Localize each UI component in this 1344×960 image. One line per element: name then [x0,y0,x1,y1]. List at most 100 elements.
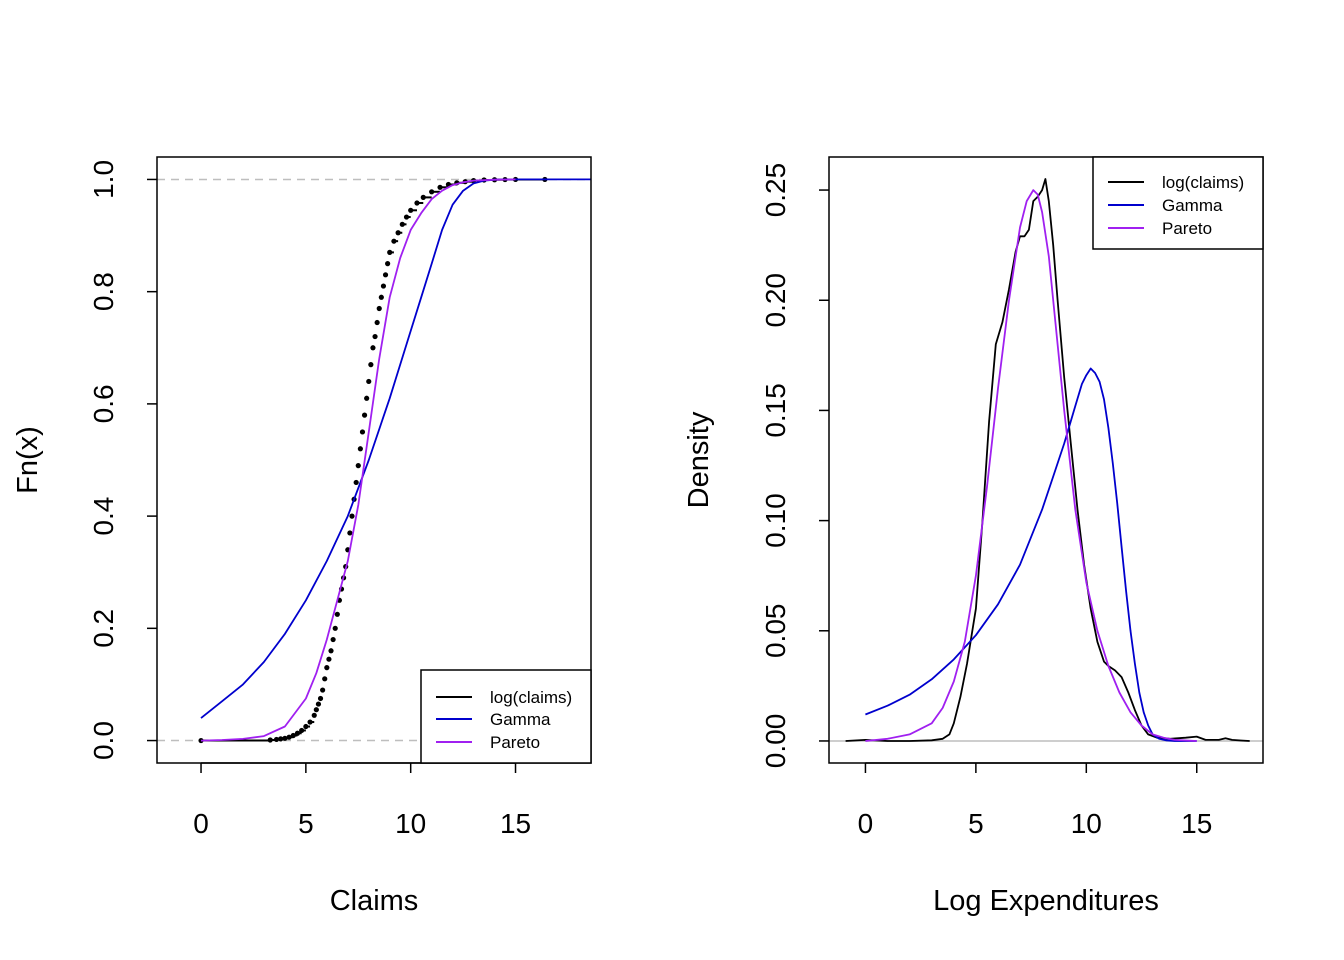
series-layer [157,176,591,744]
x-tick-label: 10 [395,808,426,839]
ecdf-point [364,395,370,401]
ecdf-point [278,736,284,742]
ecdf-point [315,701,322,707]
x-tick-label: 0 [858,808,874,839]
legend-box [1092,156,1264,250]
ecdf-point [286,734,292,740]
x-axis-title: Claims [330,885,419,917]
ecdf-point [387,249,393,255]
ecdf-point [299,727,305,734]
series-layer [829,178,1263,742]
y-tick-label: 0.05 [760,604,791,659]
ecdf-point [414,200,420,206]
series-line [845,178,1250,742]
y-tick-label: 0.00 [760,714,791,769]
ecdf-point [408,207,414,213]
ecdf-point [399,221,405,227]
x-tick-label: 15 [1181,808,1212,839]
legend-entry: Gamma [1108,196,1223,215]
ecdf-point [273,736,280,743]
y-tick-label: 0.25 [760,163,791,218]
ecdf-point [357,446,363,452]
ecdf-point [322,676,328,682]
ecdf-point [361,412,368,418]
series-gamma [865,367,1197,742]
x-tick-label: 10 [1071,808,1102,839]
ecdf-point [359,429,366,435]
x-tick-label: 0 [193,808,209,839]
y-tick-label: 0.4 [88,497,119,536]
ecdf-point [347,530,353,536]
ecdf-point [380,283,387,289]
y-axis-title: Fn(x) [12,426,44,494]
y-tick-label: 1.0 [88,160,119,199]
y-axis-title: Density [683,411,715,508]
ecdf-point [303,723,309,730]
ecdf-point [382,272,389,278]
legend-label: log(claims) [1162,173,1244,192]
series-pareto [865,189,1197,742]
legend-label: log(claims) [490,688,572,707]
y-tick-label: 0.15 [760,383,791,438]
legend-entry: log(claims) [1108,173,1244,192]
legend: log(claims) Gamma Pareto [1092,156,1264,250]
ecdf-point [326,656,332,662]
legend-label: Gamma [1162,196,1223,215]
ecdf-point [378,294,384,300]
legend-label: Pareto [490,733,540,752]
density-panel: 0 5 10 15 0.00 0.05 0.10 0.15 0.20 0.25 Log Expe… [683,156,1264,917]
y-tick-label: 0.10 [760,493,791,548]
y-tick-label: 0.0 [88,721,119,760]
legend-entry: log(claims) [436,688,572,707]
ecdf-point [353,479,359,486]
series-log-claims [198,176,548,744]
y-axis: 0.00 0.05 0.10 0.15 0.20 0.25 [760,163,829,768]
ecdf-point [420,194,426,200]
ecdf-point [376,305,382,312]
series-line [865,189,1197,742]
ecdf-point [349,513,355,519]
y-axis: 0.0 0.2 0.4 0.6 0.8 1.0 [88,160,157,760]
ecdf-point [385,261,391,267]
ecdf-point [313,707,319,713]
ecdf-point [311,712,317,718]
ecdf-point [355,463,361,469]
ecdf-point [267,737,273,743]
ecdf-point [317,695,324,702]
legend-entry: Gamma [436,710,551,729]
ecdf-point [307,719,313,725]
ecdf-point [372,333,378,340]
ecdf-point [437,184,443,190]
ecdf-point [294,730,301,736]
x-tick-label: 15 [500,808,531,839]
series-log-claims [845,178,1250,742]
ecdf-point [374,319,380,326]
x-axis: 0 5 10 15 [193,762,531,839]
ecdf-point [328,648,334,654]
y-tick-label: 0.2 [88,609,119,648]
plot-area [156,156,592,764]
ecdf-point [391,238,397,244]
ecdf-point [324,665,330,671]
ecdf-point [403,214,410,220]
x-axis: 0 5 10 15 [858,762,1212,839]
x-tick-label: 5 [968,808,984,839]
series-gamma [200,178,591,719]
ecdf-point [366,378,372,385]
legend-label: Pareto [1162,219,1212,238]
y-tick-label: 0.6 [88,384,119,423]
ecdf-point [334,611,340,617]
ecdf-point [395,230,401,236]
ecdf-panel: 0 5 10 15 0.0 0.2 0.4 0.6 0.8 1.0 Claims Fn(x) l… [12,156,592,917]
series-line [865,367,1197,742]
x-axis-title: Log Expenditures [933,885,1159,917]
legend: log(claims) Gamma Pareto [420,669,592,764]
legend-entry: Pareto [1108,219,1212,238]
y-tick-label: 0.8 [88,272,119,311]
legend-label: Gamma [490,710,551,729]
ecdf-point [320,687,326,693]
ecdf-point [370,345,376,351]
y-tick-label: 0.20 [760,273,791,328]
legend-box [420,669,592,764]
